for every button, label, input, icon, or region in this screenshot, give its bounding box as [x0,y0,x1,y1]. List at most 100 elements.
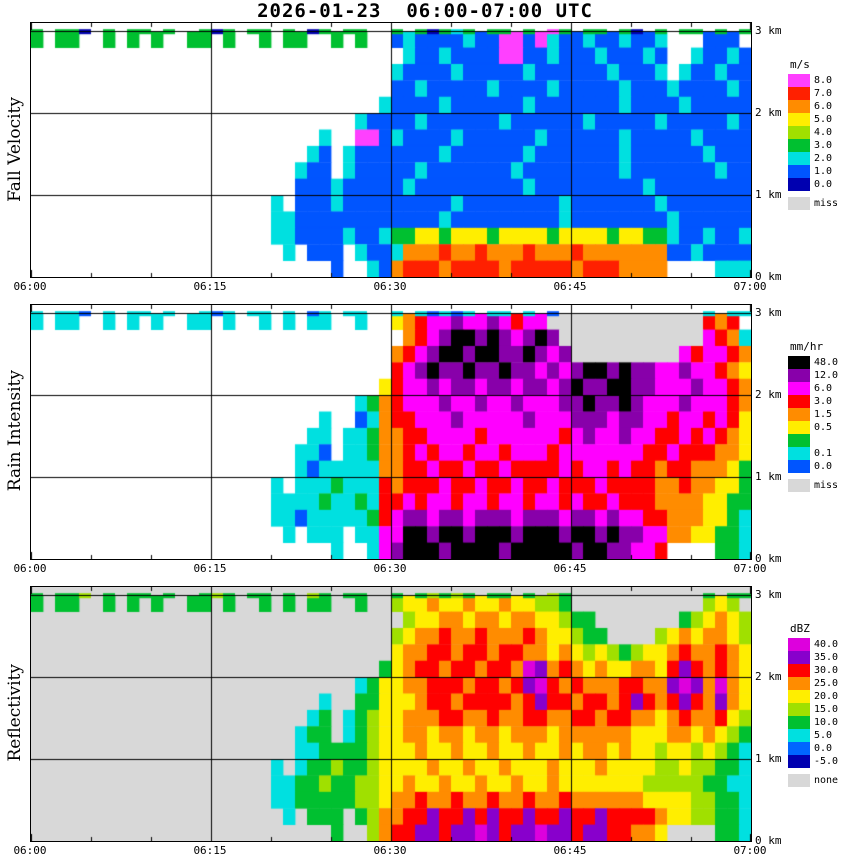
x-tick-label: 06:45 [553,844,587,857]
legend-missing-entry: miss [788,479,838,492]
legend-label: 35.0 [814,652,839,663]
y-tick-label: 3 km [755,24,782,38]
legend-swatch [788,742,810,755]
panel-fall-velocity: Fall Velocity 3 km 2 km 1 km 0 km m/s 8.0 7.0… [0,22,850,304]
rain-intensity-x-axis: 06:00 06:15 06:30 06:45 07:00 [13,562,766,580]
legend-entry: 35.0 [788,651,838,664]
chart-title: 2026-01-23 06:00-07:00 UTC [257,0,593,22]
panel-rain-intensity: Rain Intensity 3 km 2 km 1 km 0 km mm/hr 48.… [0,304,850,586]
legend-label: -5.0 [814,756,839,767]
fall-velocity-x-axis: 06:00 06:15 06:30 06:45 07:00 [13,280,766,298]
rain-intensity-plot-frame [30,304,752,560]
y-tick-label: 0 km [755,270,782,283]
x-tick-label: 07:00 [733,280,767,293]
legend-label: 4.0 [814,127,833,138]
legend-swatch [788,100,810,113]
legend-label: 0.1 [814,448,833,459]
legend-entry: 3.0 [788,139,838,152]
legend-entry: 12.0 [788,369,838,382]
reflectivity-plot-frame [30,586,752,842]
legend-entry: 10.0 [788,716,838,729]
y-tick-label: 0 km [755,552,782,565]
x-tick-label: 06:45 [553,280,587,293]
legend-swatch [788,755,810,768]
reflectivity-heatmap [31,587,751,841]
x-tick-label: 06:45 [553,562,587,575]
legend-label: 0.0 [814,461,833,472]
legend-label: 15.0 [814,704,839,715]
panel-title-fall-velocity: Fall Velocity [2,22,28,276]
x-tick-label: 06:00 [13,280,47,293]
legend-swatch [788,395,810,408]
legend-swatch [788,113,810,126]
legend-entry: 0.0 [788,742,838,755]
x-tick-label: 06:15 [193,280,227,293]
legend-swatch [788,356,810,369]
y-tick-label: 2 km [755,106,782,120]
legend-entry: 15.0 [788,703,838,716]
legend-swatch [788,87,810,100]
legend-swatch [788,197,810,210]
legend-unit: mm/hr [790,340,824,353]
x-tick-label: 06:15 [193,562,227,575]
panel-title-text: Rain Intensity [5,370,25,492]
legend-swatch [788,774,810,787]
legend-label: 8.0 [814,75,833,86]
legend-swatch [788,434,810,447]
legend-entry: 20.0 [788,690,838,703]
x-tick-label: 06:00 [13,562,47,575]
legend-entry: 48.0 [788,356,838,369]
legend-label: 12.0 [814,370,839,381]
legend-swatch [788,638,810,651]
legend-label: 2.0 [814,153,833,164]
rain-intensity-y-axis: 3 km 2 km 1 km 0 km [755,304,791,565]
legend-swatch [788,126,810,139]
legend-label: 48.0 [814,357,839,368]
x-tick-label: 06:00 [13,844,47,857]
legend-entry: 0.1 [788,447,838,460]
legend-label: 0.0 [814,179,833,190]
legend-swatch [788,651,810,664]
x-tick-label: 06:30 [373,562,407,575]
fall-velocity-colorbar: m/s 8.0 7.0 6.0 5.0 4.0 3.0 2.0 1.0 0.0 miss [788,58,838,210]
x-tick-label: 07:00 [733,844,767,857]
legend-label: 0.0 [814,743,833,754]
legend-label: 5.0 [814,114,833,125]
panel-reflectivity: Reflectivity 3 km 2 km 1 km 0 km dBZ 40.0 35.… [0,586,850,868]
panel-title-rain-intensity: Rain Intensity [2,304,28,558]
legend-swatch [788,178,810,191]
legend-label: 7.0 [814,88,833,99]
legend-swatch [788,460,810,473]
legend-swatch [788,369,810,382]
legend-swatch [788,690,810,703]
fall-velocity-plot-frame [30,22,752,278]
legend-entry: 1.5 [788,408,838,421]
legend-label: none [814,775,839,786]
reflectivity-y-axis: 3 km 2 km 1 km 0 km [755,586,791,847]
legend-swatch [788,152,810,165]
legend-swatch [788,479,810,492]
legend-missing-entry: miss [788,197,838,210]
legend-swatch [788,139,810,152]
legend-swatch [788,447,810,460]
legend-entry: 5.0 [788,729,838,742]
legend-label: 5.0 [814,730,833,741]
legend-entry: 30.0 [788,664,838,677]
legend-label: 10.0 [814,717,839,728]
legend-label: 3.0 [814,396,833,407]
legend-label: 6.0 [814,101,833,112]
legend-entry: 40.0 [788,638,838,651]
y-tick-label: 0 km [755,834,782,847]
legend-missing-entry: none [788,774,838,787]
legend-entry: 6.0 [788,382,838,395]
legend-label: 20.0 [814,691,839,702]
legend-label: 3.0 [814,140,833,151]
legend-entry: 0.5 [788,421,838,434]
legend-swatch [788,716,810,729]
legend-entry: 4.0 [788,126,838,139]
legend-label: 6.0 [814,383,833,394]
legend-label: 0.5 [814,422,833,433]
legend-swatch [788,703,810,716]
legend-label: 25.0 [814,678,839,689]
reflectivity-x-axis: 06:00 06:15 06:30 06:45 07:00 [13,844,766,862]
